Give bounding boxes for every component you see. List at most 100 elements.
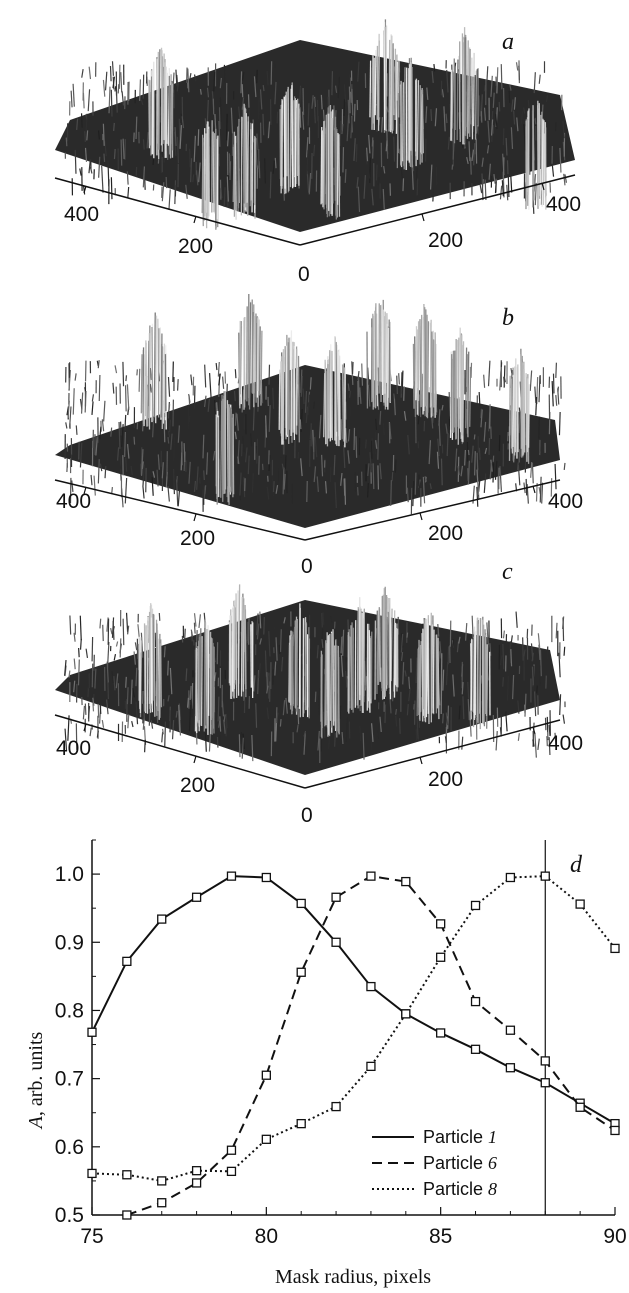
surface-peak-stroke xyxy=(391,44,394,131)
surface-stroke xyxy=(183,443,186,463)
surface-stroke xyxy=(517,700,520,714)
surface-stroke xyxy=(69,406,72,428)
surface-stroke xyxy=(515,611,518,628)
surface-stroke xyxy=(446,433,449,457)
surface-stroke xyxy=(241,84,244,98)
surface-stroke xyxy=(99,618,102,629)
data-point xyxy=(87,1168,97,1179)
surface-stroke xyxy=(463,142,467,148)
surface-stroke xyxy=(445,662,449,686)
surface-peak-stroke xyxy=(416,80,420,160)
right-tick-mark xyxy=(541,182,545,191)
data-point xyxy=(401,876,411,887)
surface-stroke xyxy=(142,464,145,487)
surface-stroke xyxy=(442,713,444,724)
surface-stroke xyxy=(429,164,433,190)
surface-peak-stroke xyxy=(246,121,249,203)
surface-stroke xyxy=(388,423,392,440)
surface-plot-c: 400 200 0 200 400 c xyxy=(0,560,629,830)
surface-peaks xyxy=(55,294,566,528)
surface-stroke xyxy=(103,400,106,422)
surface-peak-stroke xyxy=(157,638,160,720)
data-point xyxy=(366,871,376,881)
surface-stroke xyxy=(395,715,398,727)
surface-stroke xyxy=(79,168,82,176)
data-point xyxy=(191,1166,202,1176)
surface-peak-stroke xyxy=(470,638,473,711)
surface-stroke xyxy=(78,647,80,658)
surface-stroke xyxy=(445,712,449,726)
data-point xyxy=(296,1118,306,1129)
right-axis-line xyxy=(299,174,576,246)
surface-stroke xyxy=(502,157,505,183)
surface-stroke xyxy=(198,614,202,628)
surface-stroke xyxy=(348,86,351,114)
surface-peak-stroke xyxy=(473,626,476,713)
surface-stroke xyxy=(82,705,86,720)
y-tick-label: 1.0 xyxy=(55,863,84,886)
surface-stroke xyxy=(281,444,284,455)
surface-stroke xyxy=(193,622,196,634)
surface-stroke xyxy=(167,486,170,502)
surface-stroke xyxy=(303,730,307,737)
surface-peak-stroke xyxy=(243,317,246,400)
surface-stroke xyxy=(112,621,115,640)
surface-stroke xyxy=(545,95,549,103)
axes-layer xyxy=(91,839,616,1216)
surface-peak-stroke xyxy=(216,135,219,220)
data-point xyxy=(505,1063,516,1073)
surface-stroke xyxy=(173,437,176,462)
surface-peak-stroke xyxy=(329,350,333,438)
left-tick-label: 200 xyxy=(178,235,213,258)
surface-peak-stroke xyxy=(242,106,245,204)
surface-stroke xyxy=(70,90,73,108)
surface-stroke xyxy=(193,613,197,627)
surface-stroke xyxy=(487,360,491,387)
surface-stroke xyxy=(111,671,114,684)
surface-stroke xyxy=(393,387,396,399)
surface-stroke xyxy=(97,459,100,484)
surface-peak-stroke xyxy=(232,413,235,495)
surface-stroke xyxy=(342,629,345,656)
x-tick-label: 80 xyxy=(255,1225,278,1248)
surface-stroke xyxy=(152,417,155,438)
surface-peak-stroke xyxy=(454,350,457,440)
surface-stroke xyxy=(272,481,275,493)
surface-stroke xyxy=(297,707,300,725)
surface-peak-stroke xyxy=(153,614,156,717)
surface-peak-stroke xyxy=(159,327,162,420)
surface-stroke xyxy=(538,447,541,453)
surface-peak-stroke xyxy=(242,605,245,685)
surface-stroke xyxy=(206,99,209,123)
surface-stroke xyxy=(264,650,267,677)
surface-stroke xyxy=(179,125,182,149)
surface-stroke xyxy=(190,374,193,386)
surface-stroke xyxy=(548,724,551,737)
surface-stroke xyxy=(73,680,76,693)
surface-peak-stroke xyxy=(206,121,209,213)
left-axis-line xyxy=(54,714,306,789)
surface-stroke xyxy=(186,697,190,708)
surface-stroke xyxy=(203,470,205,481)
surface-stroke xyxy=(343,444,346,469)
surface-stroke xyxy=(187,406,190,430)
surface-stroke xyxy=(269,171,272,199)
surface-stroke xyxy=(119,638,122,658)
surface-peak-stroke xyxy=(331,117,334,204)
surface-stroke xyxy=(142,166,146,188)
surface-stroke xyxy=(208,373,212,398)
surface-peak-stroke xyxy=(197,640,200,724)
surface-stroke xyxy=(445,113,448,124)
surface-stroke xyxy=(256,623,260,640)
surface-stroke xyxy=(188,461,191,484)
surface-stroke xyxy=(367,483,369,498)
surface-stroke xyxy=(461,682,464,695)
surface-stroke xyxy=(112,382,115,394)
surface-stroke xyxy=(93,475,96,496)
surface-stroke xyxy=(130,465,133,476)
surface-stroke xyxy=(496,67,499,94)
surface-stroke xyxy=(84,390,87,413)
data-point xyxy=(296,898,306,909)
surface-peak-stroke xyxy=(357,608,360,709)
surface-peak-stroke xyxy=(465,37,467,128)
